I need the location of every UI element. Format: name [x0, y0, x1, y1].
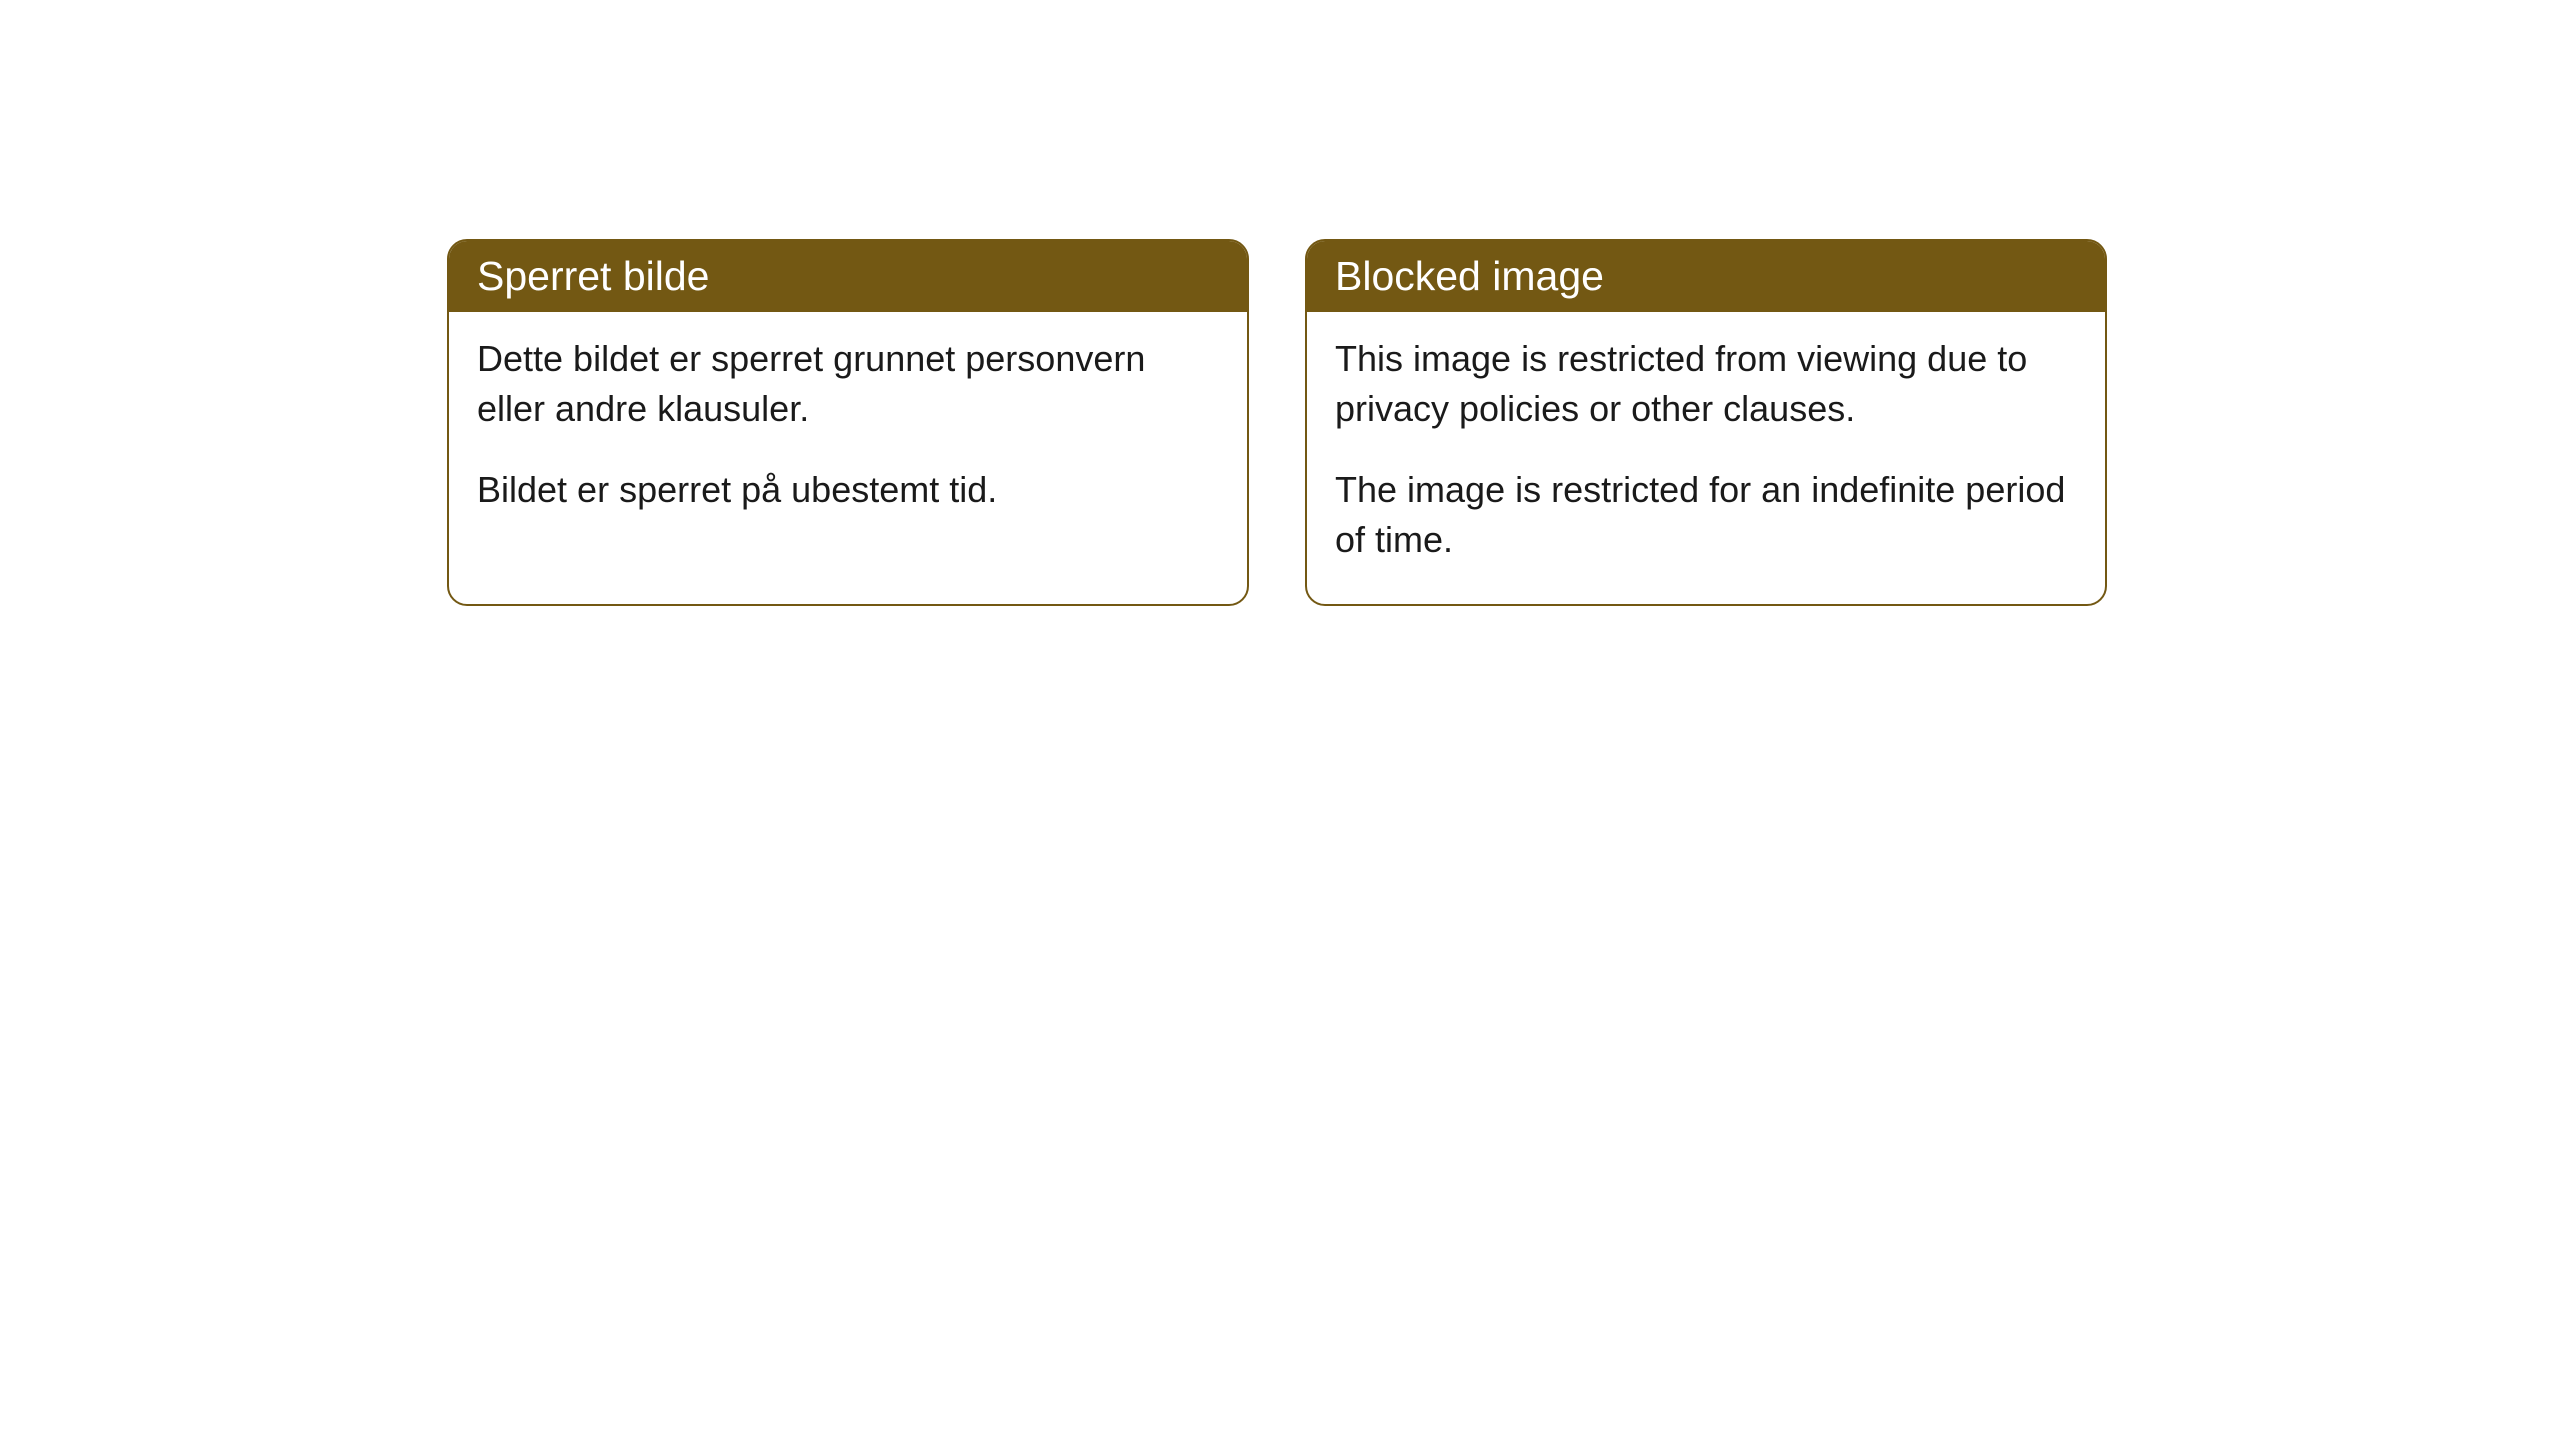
cards-container: Sperret bilde Dette bildet er sperret gr… [0, 0, 2560, 606]
card-paragraph: The image is restricted for an indefinit… [1335, 465, 2077, 566]
card-paragraph: Bildet er sperret på ubestemt tid. [477, 465, 1219, 515]
blocked-image-card-norwegian: Sperret bilde Dette bildet er sperret gr… [447, 239, 1249, 606]
card-title: Sperret bilde [477, 253, 709, 299]
card-header: Blocked image [1307, 241, 2105, 312]
card-body: This image is restricted from viewing du… [1307, 312, 2105, 604]
card-header: Sperret bilde [449, 241, 1247, 312]
card-paragraph: This image is restricted from viewing du… [1335, 334, 2077, 435]
blocked-image-card-english: Blocked image This image is restricted f… [1305, 239, 2107, 606]
card-body: Dette bildet er sperret grunnet personve… [449, 312, 1247, 553]
card-paragraph: Dette bildet er sperret grunnet personve… [477, 334, 1219, 435]
card-title: Blocked image [1335, 253, 1604, 299]
